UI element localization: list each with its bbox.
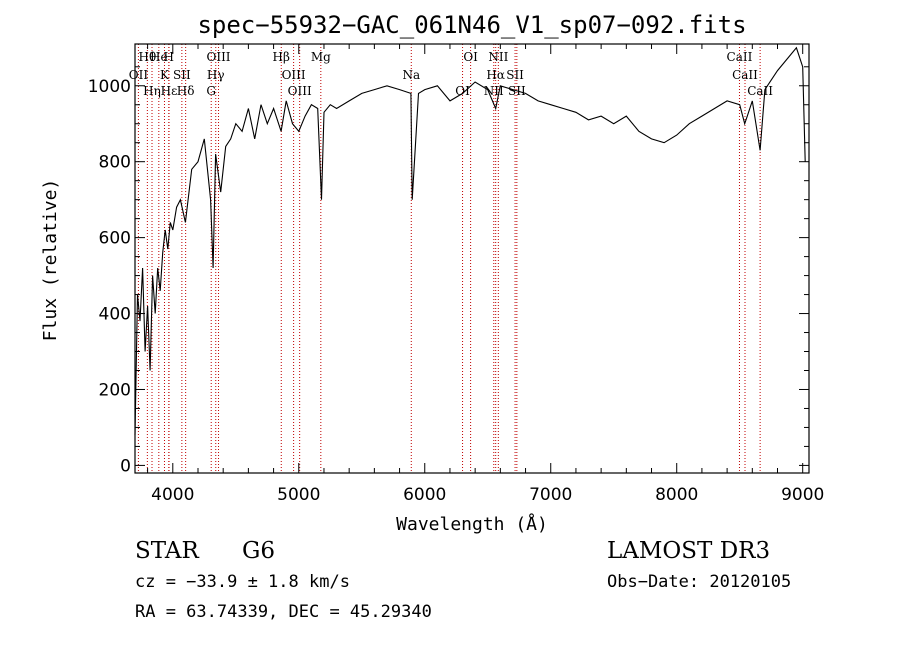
spectral-line-label: OIII <box>206 50 230 64</box>
spectral-line-label: OI <box>455 84 470 98</box>
spectral-line-label: OI <box>463 50 478 64</box>
spectral-line-label: H <box>164 50 174 64</box>
spectral-line-label: SII <box>173 68 191 82</box>
spectral-line-label: Hε <box>161 84 178 98</box>
spectral-line-label: G <box>206 84 216 98</box>
spectral-line-label: Hθ <box>138 50 156 64</box>
y-axis-label: Flux (relative) <box>40 179 61 342</box>
spectral-line-label: CaII <box>732 68 758 82</box>
spectral-line-label: Hδ <box>177 84 195 98</box>
chart-title: spec−55932−GAC_061N46_V1_sp07−092.fits <box>197 11 746 39</box>
spectral-line-label: OIII <box>288 84 312 98</box>
object-class: STAR <box>135 538 199 564</box>
spectral-subclass: G6 <box>242 538 276 564</box>
survey-name: LAMOST DR3 <box>607 538 771 564</box>
spectral-line-label: NII <box>488 50 508 64</box>
obs-date: Obs−Date: 20120105 <box>607 572 792 592</box>
y-tick-label: 1000 <box>88 77 131 97</box>
spectral-line-label: CaII <box>747 84 773 98</box>
y-tick-label: 600 <box>99 229 131 249</box>
y-tick-label: 0 <box>120 456 131 476</box>
spectral-line-label: Hγ <box>207 68 225 82</box>
x-tick-label: 8000 <box>655 485 698 505</box>
spectral-line-label: Hα <box>486 68 505 82</box>
x-tick-label: 4000 <box>151 485 194 505</box>
y-tick-label: 200 <box>99 380 131 400</box>
spectral-line-label: SII <box>506 68 524 82</box>
x-tick-label: 5000 <box>277 485 320 505</box>
spectral-line-label: K <box>160 68 170 82</box>
x-tick-label: 9000 <box>781 485 824 505</box>
spectral-line-label: He <box>150 50 168 64</box>
plot-frame <box>134 43 810 474</box>
spectral-line-label: OII <box>129 68 149 82</box>
spectrum-line <box>134 46 806 436</box>
spectral-line-label: Mg <box>311 50 331 64</box>
spectral-line-label: Na <box>402 68 420 82</box>
x-tick-label: 6000 <box>403 485 446 505</box>
spectral-line-label: OIII <box>282 68 306 82</box>
x-axis-label: Wavelength (Å) <box>396 513 548 535</box>
y-tick-label: 400 <box>99 305 131 325</box>
spectral-line-label: CaII <box>727 50 753 64</box>
x-tick-label: 7000 <box>529 485 572 505</box>
y-tick-label: 800 <box>99 153 131 173</box>
redshift-text: cz = −33.9 ± 1.8 km/s <box>135 572 350 592</box>
spectral-line-label: Hβ <box>273 50 290 64</box>
spectral-line-label: Hη <box>143 84 161 98</box>
coordinates: RA = 63.74339, DEC = 45.29340 <box>135 602 432 622</box>
